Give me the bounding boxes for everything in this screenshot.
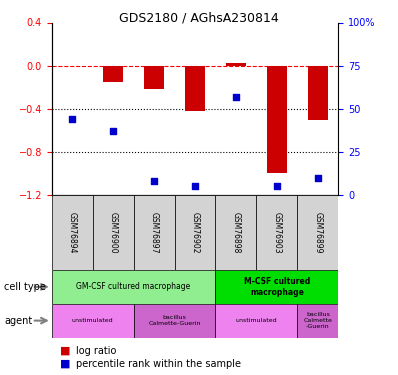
Text: GSM76899: GSM76899	[313, 212, 322, 253]
Text: ■: ■	[60, 346, 70, 355]
Point	[233, 94, 239, 100]
Point	[315, 175, 321, 181]
Point	[192, 183, 198, 189]
Text: GDS2180 / AGhsA230814: GDS2180 / AGhsA230814	[119, 11, 279, 24]
Text: GSM76897: GSM76897	[150, 212, 158, 253]
Bar	[52, 304, 134, 338]
Text: ■: ■	[60, 359, 70, 369]
Bar	[308, 66, 328, 120]
Bar	[93, 195, 134, 270]
Bar	[226, 63, 246, 66]
Text: log ratio: log ratio	[76, 346, 116, 355]
Bar	[215, 195, 256, 270]
Bar	[175, 195, 215, 270]
Text: GSM76894: GSM76894	[68, 212, 77, 253]
Bar	[215, 304, 297, 338]
Bar	[297, 304, 338, 338]
Bar	[256, 195, 297, 270]
Bar	[267, 66, 287, 173]
Text: unstimulated: unstimulated	[72, 318, 113, 323]
Bar	[52, 270, 215, 304]
Bar	[134, 304, 215, 338]
Text: unstimulated: unstimulated	[236, 318, 277, 323]
Text: M-CSF cultured
macrophage: M-CSF cultured macrophage	[244, 277, 310, 297]
Text: GSM76900: GSM76900	[109, 211, 118, 254]
Bar	[134, 195, 175, 270]
Text: GSM76902: GSM76902	[191, 212, 199, 253]
Text: bacillus
Calmette-Guerin: bacillus Calmette-Guerin	[148, 315, 201, 326]
Bar	[52, 195, 93, 270]
Text: GM-CSF cultured macrophage: GM-CSF cultured macrophage	[76, 282, 191, 291]
Text: GSM76898: GSM76898	[232, 212, 240, 253]
Text: bacillus
Calmette
-Guerin: bacillus Calmette -Guerin	[303, 312, 332, 329]
Bar	[215, 270, 338, 304]
Bar	[103, 66, 123, 82]
Bar	[185, 66, 205, 111]
Text: agent: agent	[4, 316, 32, 326]
Text: cell type: cell type	[4, 282, 46, 292]
Bar	[297, 195, 338, 270]
Bar	[144, 66, 164, 89]
Text: percentile rank within the sample: percentile rank within the sample	[76, 359, 241, 369]
Point	[69, 116, 75, 122]
Point	[274, 183, 280, 189]
Point	[110, 128, 116, 134]
Text: GSM76903: GSM76903	[272, 211, 281, 254]
Point	[151, 178, 157, 184]
